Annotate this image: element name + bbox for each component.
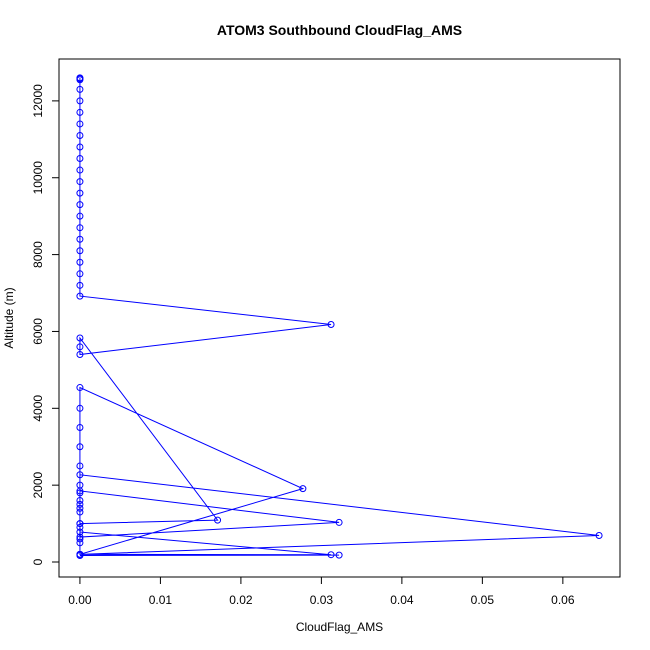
y-tick-label: 12000 xyxy=(31,84,45,118)
data-point xyxy=(76,487,84,495)
data-point xyxy=(76,120,84,128)
data-point xyxy=(76,292,84,300)
data-point xyxy=(76,258,84,266)
y-tick-label: 2000 xyxy=(31,471,45,498)
data-point xyxy=(76,178,84,186)
data-point xyxy=(76,334,84,342)
data-point xyxy=(76,500,84,508)
data-point xyxy=(76,471,84,479)
data-point xyxy=(595,531,603,539)
x-tick-label: 0.05 xyxy=(471,593,495,607)
data-point xyxy=(76,270,84,278)
data-point xyxy=(76,155,84,163)
y-axis-label: Altitude (m) xyxy=(2,287,16,348)
data-point xyxy=(76,351,84,359)
data-point xyxy=(76,443,84,451)
data-point xyxy=(76,551,84,559)
x-tick-label: 0.04 xyxy=(390,593,414,607)
data-point xyxy=(214,516,222,524)
x-axis-label: CloudFlag_AMS xyxy=(296,620,383,634)
data-point xyxy=(76,247,84,255)
data-point xyxy=(76,76,84,84)
data-point xyxy=(76,212,84,220)
data-point xyxy=(76,343,84,351)
data-point xyxy=(76,384,84,392)
x-tick-label: 0.00 xyxy=(68,593,92,607)
data-point xyxy=(76,424,84,432)
data-point xyxy=(76,281,84,289)
data-point xyxy=(76,143,84,151)
y-tick-label: 6000 xyxy=(31,318,45,345)
data-point xyxy=(335,551,343,559)
data-point xyxy=(76,108,84,116)
data-point xyxy=(76,224,84,232)
data-point xyxy=(76,535,84,543)
data-point xyxy=(76,528,84,536)
data-point xyxy=(76,489,84,497)
data-point xyxy=(335,518,343,526)
chart-title: ATOM3 Southbound CloudFlag_AMS xyxy=(217,22,462,38)
data-point xyxy=(76,504,84,512)
x-tick-label: 0.06 xyxy=(551,593,575,607)
data-point xyxy=(76,404,84,412)
data-point xyxy=(76,166,84,174)
data-point xyxy=(76,523,84,531)
x-tick-label: 0.02 xyxy=(229,593,253,607)
data-point xyxy=(76,462,84,470)
x-tick-label: 0.03 xyxy=(310,593,334,607)
data-point xyxy=(76,235,84,243)
data-point xyxy=(327,551,335,559)
plot-frame xyxy=(58,58,621,578)
data-point xyxy=(76,520,84,528)
x-tick-label: 0.01 xyxy=(149,593,173,607)
y-tick-label: 8000 xyxy=(31,241,45,268)
data-point xyxy=(299,485,307,493)
data-point xyxy=(76,189,84,197)
data-point xyxy=(76,131,84,139)
data-point xyxy=(76,497,84,505)
data-point xyxy=(327,321,335,329)
data-point xyxy=(76,201,84,209)
data-point xyxy=(76,97,84,105)
y-tick-label: 4000 xyxy=(31,395,45,422)
data-point xyxy=(76,533,84,541)
y-tick-label: 0 xyxy=(31,558,45,565)
data-point xyxy=(76,508,84,516)
y-tick-label: 10000 xyxy=(31,161,45,195)
data-point xyxy=(76,85,84,93)
